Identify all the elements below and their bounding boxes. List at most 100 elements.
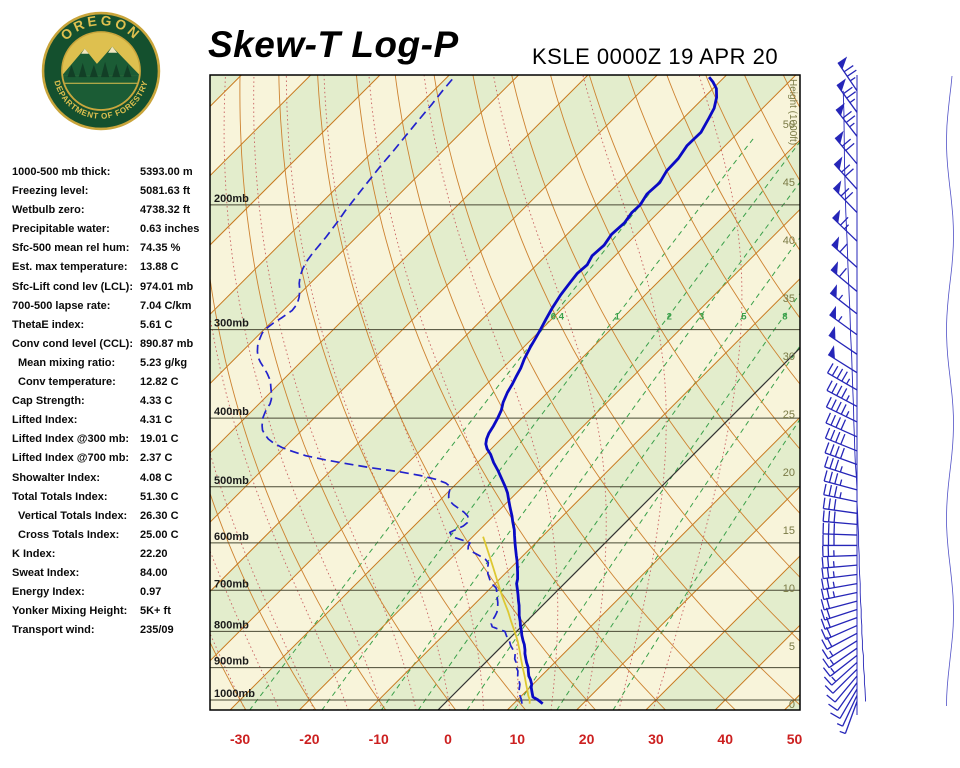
pressure-label: 800mb	[214, 619, 249, 631]
index-value: 4.31 C	[140, 414, 173, 427]
mixing-ratio-label: 2	[667, 311, 672, 322]
index-row: Yonker Mixing Height: 5K+ ft	[12, 605, 212, 624]
index-label: Sfc-Lift cond lev (LCL):	[12, 280, 133, 293]
index-value: 7.04 C/km	[140, 299, 192, 312]
index-label: Lifted Index:	[12, 414, 78, 427]
pressure-label: 300mb	[214, 318, 249, 330]
mixing-ratio-label: 0.4	[551, 311, 565, 322]
index-value: 5081.63 ft	[140, 185, 191, 198]
wind-barb	[824, 427, 858, 452]
wind-barb	[821, 566, 858, 580]
wind-barb	[826, 675, 858, 703]
wind-barb	[822, 647, 858, 669]
index-label: Yonker Mixing Height:	[12, 605, 128, 618]
wind-barb	[822, 534, 857, 547]
wind-barb	[821, 545, 858, 558]
right-margin-trace	[946, 75, 954, 707]
wind-barb	[825, 396, 858, 423]
wind-barb	[822, 654, 858, 677]
pressure-label: 600mb	[214, 531, 249, 543]
pressure-label: 200mb	[214, 193, 249, 205]
index-row: Energy Index: 0.97	[12, 586, 212, 605]
wind-barb	[835, 102, 858, 137]
index-value: 890.87 mb	[140, 337, 194, 350]
wind-barb	[830, 261, 858, 292]
index-row: Lifted Index: 4.31 C	[12, 414, 212, 433]
logo-outer-border	[41, 11, 161, 131]
index-label: Cap Strength:	[12, 395, 85, 408]
wind-barb	[820, 597, 858, 611]
mixing-ratio-label: 5	[741, 311, 747, 322]
height-label: 0	[789, 699, 795, 711]
index-label: Est. max temperature:	[12, 261, 128, 274]
index-row: Sfc-500 mean rel hum: 74.35 %	[12, 242, 212, 261]
index-value: 5K+ ft	[140, 605, 171, 618]
wind-barb	[831, 236, 858, 268]
index-value: 84.00	[140, 566, 168, 579]
index-row: Cap Strength: 4.33 C	[12, 395, 212, 414]
wind-barb	[828, 682, 858, 711]
wind-barb	[824, 668, 858, 694]
mixing-ratio-label: 8	[782, 311, 787, 322]
index-label: Vertical Totals Index:	[18, 509, 128, 522]
wind-barb	[833, 156, 858, 190]
station-datetime: KSLE 0000Z 19 APR 20	[532, 44, 779, 69]
index-label: 700-500 lapse rate:	[12, 299, 111, 312]
index-label: Showalter Index:	[12, 471, 101, 484]
index-row: K Index: 22.20	[12, 548, 212, 567]
index-row: Vertical Totals Index: 26.30 C	[12, 510, 212, 529]
index-label: Precipitable water:	[12, 223, 110, 236]
temp-axis-label: 0	[444, 731, 452, 747]
wind-barb	[827, 345, 858, 374]
index-label: Lifted Index @300 mb:	[12, 433, 130, 446]
wind-barb	[821, 632, 858, 650]
index-row: Est. max temperature: 13.88 C	[12, 261, 212, 280]
index-value: 51.30 C	[140, 490, 179, 503]
wind-barb	[820, 577, 858, 591]
height-label: 10	[783, 583, 795, 595]
temp-axis-label: 40	[717, 731, 733, 747]
height-axis-label: Height (1000ft)	[787, 79, 798, 145]
index-label: Lifted Index @700 mb:	[12, 452, 130, 465]
index-label: Energy Index:	[12, 586, 85, 599]
wind-barb	[823, 483, 858, 503]
index-label: Conv cond level (CCL):	[12, 337, 134, 350]
index-row: Total Totals Index: 51.30 C	[12, 491, 212, 510]
height-label: 45	[783, 177, 795, 189]
height-label: 35	[783, 293, 795, 305]
index-row: 1000-500 mb thick: 5393.00 m	[12, 166, 212, 185]
odf-logo: OREGON DEPARTMENT OF FORESTRY	[41, 11, 161, 131]
index-row: Transport wind: 235/09	[12, 624, 212, 643]
isotherms	[210, 75, 800, 710]
index-row: 700-500 lapse rate: 7.04 C/km	[12, 300, 212, 319]
index-label: Freezing level:	[12, 185, 89, 198]
page-title: Skew-T Log-P	[208, 24, 459, 65]
index-value: 12.82 C	[140, 376, 179, 389]
wind-barb	[828, 326, 858, 355]
mixing-ratio-lines	[249, 138, 800, 710]
dry-adiabats	[210, 75, 800, 710]
indices-panel: 1000-500 mb thick: 5393.00 m Freezing leve…	[12, 166, 212, 643]
wind-barb	[837, 56, 858, 92]
temperature-trace	[484, 76, 718, 705]
zero-isotherm	[437, 347, 800, 710]
wind-barb	[826, 380, 858, 407]
wind-barb	[821, 556, 858, 569]
wind-barb	[822, 497, 858, 514]
wind-barb	[822, 510, 858, 526]
index-value: 2.37 C	[140, 452, 173, 465]
index-label: Conv temperature:	[18, 376, 116, 389]
temp-axis-label: 50	[787, 731, 803, 747]
wind-barb	[824, 456, 858, 479]
wind-barb	[821, 640, 858, 660]
index-value: 0.63 inches	[140, 223, 200, 236]
index-label: Transport wind:	[12, 624, 95, 637]
index-label: Sfc-500 mean rel hum:	[12, 242, 130, 255]
index-value: 19.01 C	[140, 433, 179, 446]
index-label: Cross Totals Index:	[18, 528, 120, 541]
height-label: 20	[783, 467, 795, 479]
mixing-ratio-label: 3	[699, 311, 704, 322]
wind-panel	[820, 56, 867, 735]
index-label: ThetaE index:	[12, 318, 85, 331]
index-value: 4.33 C	[140, 395, 173, 408]
